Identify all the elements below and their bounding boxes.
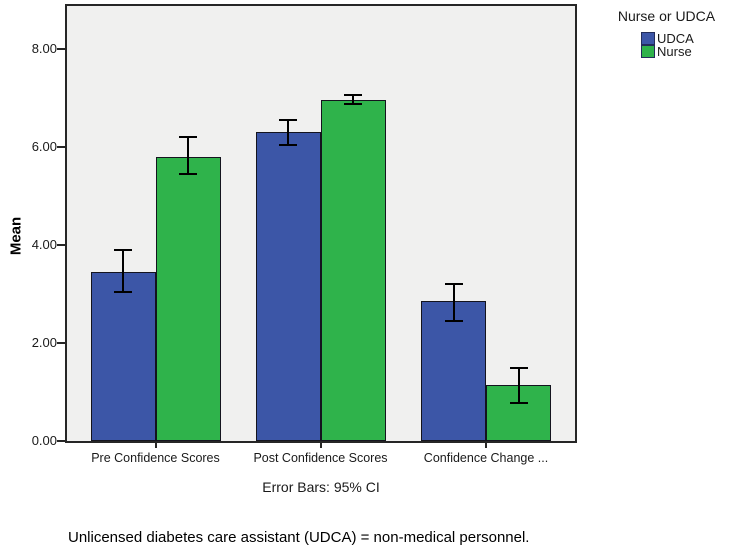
x-axis-tick [154, 442, 157, 448]
bar-nurse-0 [155, 156, 221, 441]
y-axis-tick [57, 48, 65, 50]
error-bar-cap-top [279, 119, 297, 122]
error-bar-line [122, 249, 124, 292]
y-axis-tick-label: 0.00 [31, 433, 57, 448]
error-bar-line [187, 137, 189, 174]
x-axis-category-label: Confidence Change ... [423, 451, 549, 465]
error-bar-line [517, 367, 520, 403]
legend-title: Nurse or UDCA [617, 8, 716, 24]
x-axis-tick [319, 442, 322, 448]
error-bars-caption: Error Bars: 95% CI [262, 479, 380, 495]
bar-udca-2 [421, 301, 486, 441]
y-axis-tick-label: 2.00 [31, 335, 57, 350]
legend-item-udca: UDCA [641, 32, 735, 45]
error-bar-cap-top [444, 283, 463, 286]
y-axis-tick [57, 440, 65, 442]
x-axis-tick [485, 442, 487, 448]
legend-item-nurse: Nurse [641, 45, 735, 58]
udca-color-swatch [641, 32, 655, 45]
error-bar-cap-bottom [444, 319, 463, 322]
error-bar-line [352, 94, 354, 105]
bar-udca-0 [90, 271, 156, 441]
error-bar-cap-top [114, 248, 132, 251]
legend-item-label: Nurse [657, 44, 692, 59]
error-bar-cap-bottom [279, 143, 297, 146]
legend-item-label: UDCA [657, 31, 694, 46]
x-axis-category-label: Pre Confidence Scores [91, 451, 220, 465]
error-bar-cap-bottom [509, 401, 528, 404]
legend: Nurse or UDCA UDCA Nurse [598, 9, 735, 58]
y-axis-tick [57, 342, 65, 344]
y-axis-tick-label: 4.00 [31, 237, 57, 252]
y-axis-tick-label: 8.00 [31, 41, 57, 56]
legend-items: UDCA Nurse [641, 32, 735, 58]
bar-nurse-1 [320, 100, 386, 441]
nurse-color-swatch [641, 45, 655, 58]
error-bar-cap-bottom [179, 172, 197, 175]
bar-udca-1 [255, 132, 321, 441]
error-bar-cap-top [509, 366, 528, 369]
error-bar-line [452, 284, 455, 321]
error-bar-cap-bottom [344, 103, 362, 106]
footnote: Unlicensed diabetes care assistant (UDCA… [68, 529, 530, 546]
x-axis-category-label: Post Confidence Scores [253, 451, 388, 465]
error-bar-cap-top [344, 93, 362, 96]
error-bar-line [287, 120, 289, 145]
error-bar-cap-top [179, 136, 197, 139]
y-axis-tick [57, 146, 65, 148]
y-axis-tick [57, 244, 65, 246]
y-axis-tick-label: 6.00 [31, 139, 57, 154]
error-bar-cap-bottom [114, 290, 132, 293]
